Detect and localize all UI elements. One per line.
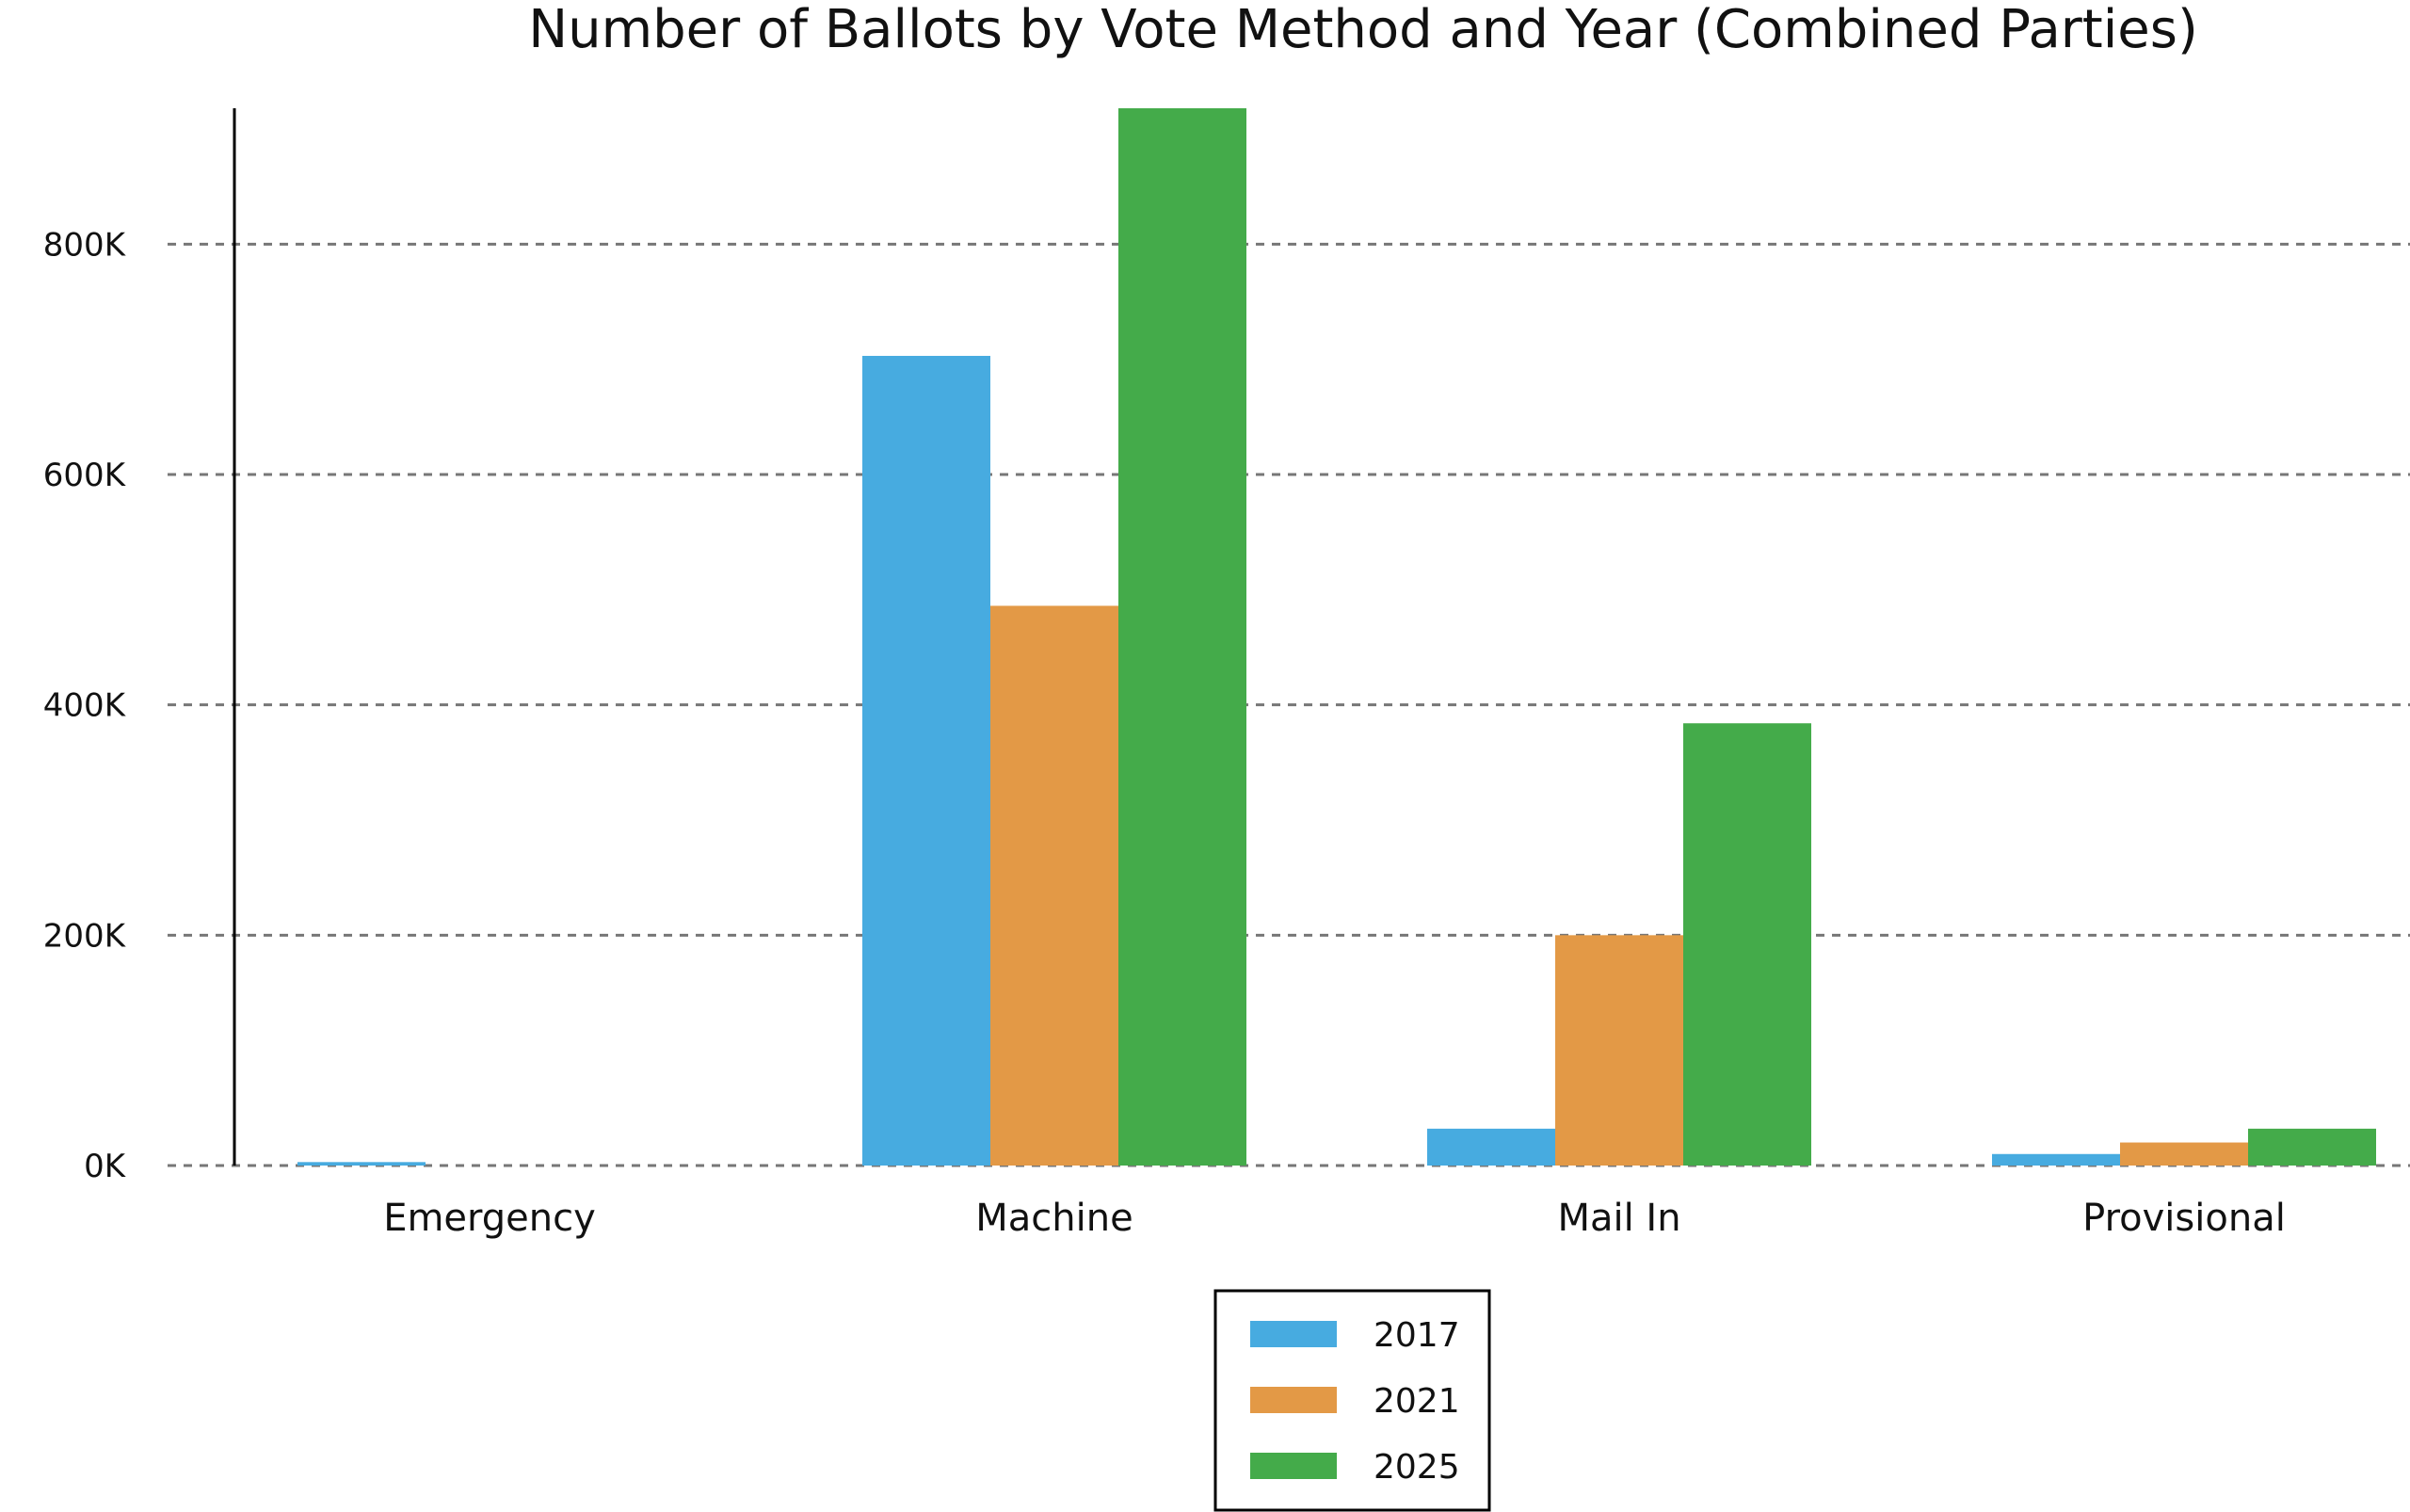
y-tick-label: 600K [43, 457, 127, 494]
legend-label-2017: 2017 [1374, 1316, 1460, 1355]
bar-2021-provisional [2120, 1142, 2248, 1166]
bar-2025-machine [1118, 108, 1246, 1166]
y-tick-label: 200K [43, 917, 127, 955]
legend-swatch-2017 [1250, 1321, 1337, 1347]
bars [297, 108, 2376, 1166]
bar-2025-mail-in [1683, 723, 1811, 1166]
bar-2017-mail-in [1427, 1128, 1555, 1166]
legend: 2017 2021 2025 [1213, 1289, 1491, 1512]
x-tick-label: Mail In [1557, 1197, 1680, 1240]
bar-2025-provisional [2248, 1128, 2376, 1166]
x-axis-ticks: Emergency Machine Mail In Provisional [383, 1197, 2286, 1240]
bar-2021-machine [990, 605, 1118, 1166]
y-tick-label: 800K [43, 226, 127, 264]
bar-2017-machine [862, 356, 990, 1166]
legend-swatch-2025 [1250, 1453, 1337, 1479]
x-tick-label: Machine [975, 1197, 1133, 1240]
chart-title: Number of Ballots by Vote Method and Yea… [528, 0, 2198, 60]
legend-label-2021: 2021 [1374, 1382, 1460, 1421]
legend-label-2025: 2025 [1374, 1448, 1460, 1487]
y-axis-ticks: 0K 200K 400K 600K 800K [43, 226, 127, 1185]
bar-2017-emergency [297, 1162, 426, 1166]
bar-2021-mail-in [1555, 935, 1683, 1166]
y-tick-label: 0K [84, 1148, 127, 1185]
bar-2017-provisional [1992, 1153, 2120, 1166]
x-tick-label: Emergency [383, 1197, 596, 1240]
y-tick-label: 400K [43, 687, 127, 725]
legend-swatch-2021 [1250, 1387, 1337, 1413]
x-tick-label: Provisional [2082, 1197, 2286, 1240]
grid-lines [168, 242, 2410, 1167]
